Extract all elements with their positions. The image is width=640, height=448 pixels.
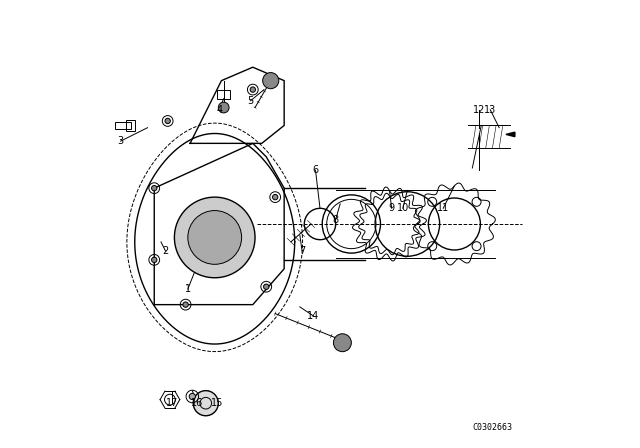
Circle shape [165,118,170,124]
Text: 12: 12 [473,105,485,115]
Text: 2: 2 [163,246,168,256]
Bar [115,122,131,129]
Circle shape [333,334,351,352]
Circle shape [175,197,255,278]
Text: 13: 13 [484,105,497,115]
Circle shape [218,102,229,113]
Text: 17: 17 [166,398,179,408]
Circle shape [250,87,255,92]
Circle shape [183,302,188,307]
Text: 11: 11 [437,203,449,213]
Circle shape [273,194,278,200]
Circle shape [152,257,157,263]
Text: 16: 16 [191,398,203,408]
Bar [127,120,134,131]
Circle shape [188,211,242,264]
Bar [217,90,230,99]
Text: 4: 4 [216,105,222,115]
Text: 1: 1 [185,284,191,294]
Text: 6: 6 [312,165,319,175]
Polygon shape [506,132,515,137]
Circle shape [264,284,269,289]
Text: C0302663: C0302663 [473,423,513,432]
Text: 9: 9 [388,203,395,213]
Text: 14: 14 [307,311,319,321]
Circle shape [262,73,279,89]
Circle shape [193,391,218,416]
Text: 5: 5 [248,96,253,106]
Text: 7: 7 [299,246,305,256]
Text: 3: 3 [118,136,124,146]
Circle shape [152,185,157,191]
Circle shape [189,393,195,400]
Text: 8: 8 [333,215,339,224]
Text: 10: 10 [397,203,409,213]
Text: 15: 15 [211,398,223,408]
